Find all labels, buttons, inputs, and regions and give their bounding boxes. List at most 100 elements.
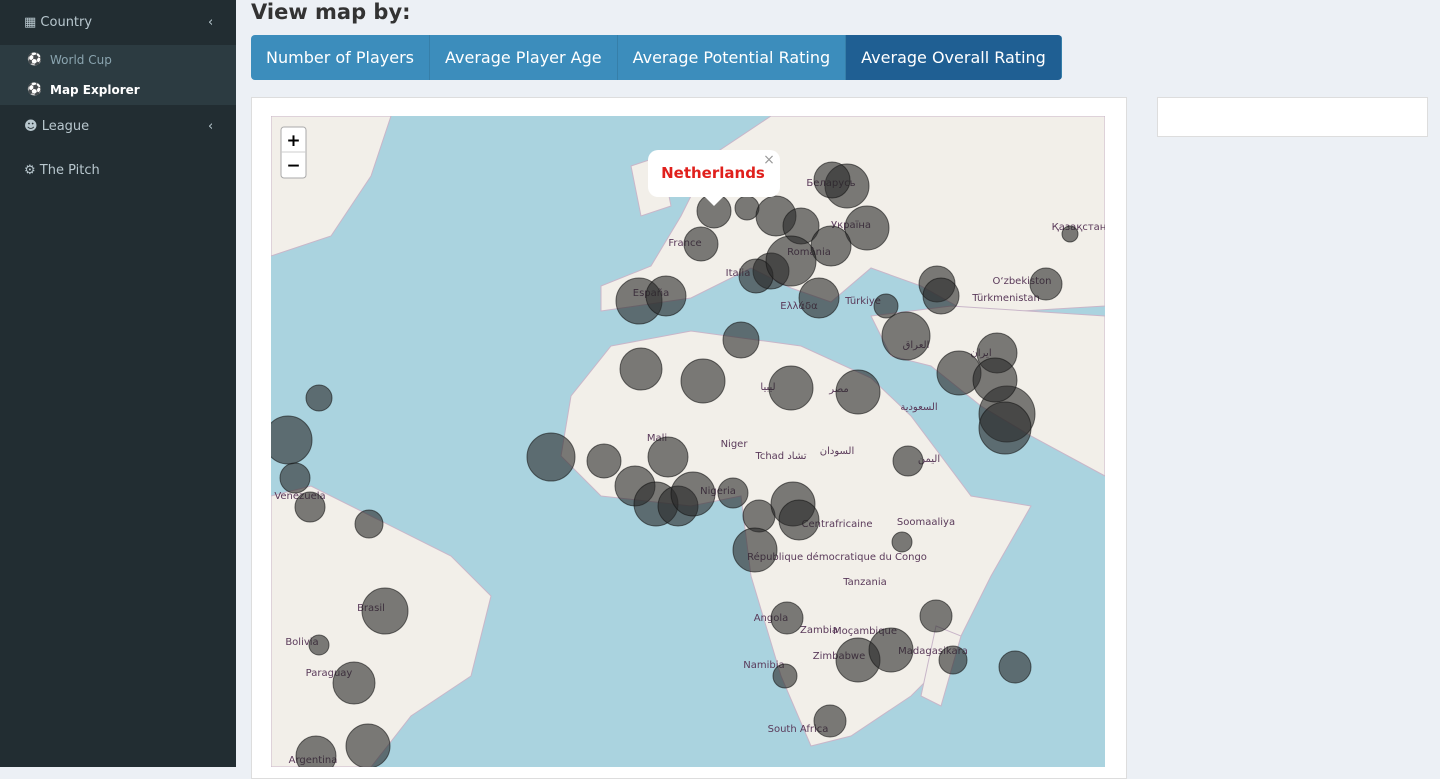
bubble: [722, 321, 760, 359]
zoom-control: + −: [280, 126, 307, 179]
bubble: [835, 369, 881, 415]
heading: View map by:: [251, 0, 411, 24]
bubble: [732, 527, 778, 573]
button-group: Number of Players Average Player Age Ave…: [251, 35, 1062, 80]
bubble: [345, 723, 391, 767]
bubble: [294, 491, 326, 523]
map-label: Madagasikara: [898, 646, 968, 657]
bubble: [354, 509, 384, 539]
bubble: [768, 365, 814, 411]
map-label: Tchad تشاد: [754, 451, 806, 462]
bubble: [670, 471, 716, 517]
map-label: Mali: [647, 433, 667, 444]
submenu: World Cup Map Explorer ⚽ ⚽: [0, 45, 236, 105]
bubble: [998, 650, 1032, 684]
icon: ⚽: [27, 82, 42, 96]
map-label: Tanzania: [842, 577, 887, 588]
sidebar: ▦ Country ‹ World Cup Map Explorer ⚽ ⚽ ☻…: [0, 0, 236, 767]
bubble: [271, 415, 313, 465]
zoom-out[interactable]: −: [286, 156, 300, 176]
bubble: [295, 735, 337, 767]
popup-box: [648, 150, 780, 197]
bubble: [798, 277, 840, 319]
popup-text: Netherlands: [661, 164, 765, 182]
bubble: [922, 277, 960, 315]
button[interactable]: Average Potential Rating: [617, 35, 847, 80]
bubble: [279, 462, 311, 494]
map-label: Moçambique: [833, 626, 897, 637]
bubble: [305, 384, 333, 412]
bubble: [778, 499, 820, 541]
bubble: [868, 627, 914, 673]
map-label: Soomaaliya: [897, 517, 955, 528]
bubble: [772, 663, 798, 689]
popup-close[interactable]: ×: [763, 152, 775, 168]
bubble: [810, 225, 852, 267]
icon: ⚽: [27, 52, 42, 66]
bubble: [734, 195, 760, 221]
map[interactable]: FranceEspañaItaliaRomâniaБеларусьУкраїна…: [271, 116, 1105, 767]
map-label: République démocratique du Congo: [747, 551, 927, 563]
bubble: [770, 601, 804, 635]
bubble: [308, 634, 330, 656]
map-label: Türkiye: [844, 296, 881, 307]
bubble: [647, 436, 689, 478]
map-label: Paraguay: [306, 668, 353, 679]
zoom-in[interactable]: +: [286, 131, 300, 151]
map-label: Bolivia: [285, 637, 318, 648]
bubble: [645, 275, 687, 317]
map-label: Namibia: [743, 660, 784, 671]
bubble: [586, 443, 622, 479]
bubble: [619, 347, 663, 391]
map-label: Niger: [721, 439, 749, 450]
map-label: Türkmenistan: [971, 293, 1040, 304]
popup: Netherlands ×: [648, 150, 780, 206]
bubble: [891, 531, 913, 553]
bubble: [873, 293, 899, 319]
map-label: O‘zbekiston: [993, 276, 1052, 287]
bubble: [813, 161, 851, 199]
bubble: [1029, 267, 1063, 301]
popup-tip: [704, 196, 724, 206]
map-label: Italia: [726, 268, 751, 279]
nav-world-cup[interactable]: World Cup: [50, 53, 112, 67]
bubble: [972, 357, 1018, 403]
bubble: [919, 599, 953, 633]
map-label: اليمن: [918, 454, 940, 465]
info-box: [1157, 97, 1428, 137]
map-label: Қазақстан: [1052, 222, 1105, 233]
map-label: Zambia: [800, 625, 838, 636]
map-label: السودان: [820, 446, 855, 457]
bubble: [881, 311, 931, 361]
bubble: [765, 235, 817, 287]
bubble: [938, 645, 968, 675]
bubble: [1061, 225, 1079, 243]
nav-label: The Pitch: [39, 163, 100, 178]
bubble: [742, 499, 776, 533]
bubble: [680, 358, 726, 404]
bubble: [526, 432, 576, 482]
bubble: [361, 587, 409, 635]
nav-label: Country: [40, 15, 93, 30]
button[interactable]: Number of Players: [251, 35, 430, 80]
bubble: [978, 401, 1032, 455]
nav-label: League: [41, 119, 90, 134]
map-label: السعودية: [900, 402, 937, 413]
bubble: [717, 477, 749, 509]
map-label: South Africa: [768, 724, 829, 735]
nav-country[interactable]: ▦ Country: [24, 15, 93, 30]
bubble: [332, 661, 376, 705]
nav-map-explorer[interactable]: Map Explorer: [50, 83, 140, 97]
bubbles: [271, 161, 1079, 767]
nav-pitch[interactable]: ⚙ The Pitch: [24, 163, 100, 178]
map-label: ليبيا: [760, 382, 775, 393]
nav-league[interactable]: ☻ League: [24, 119, 90, 134]
bubble: [813, 704, 847, 738]
button[interactable]: Average Player Age: [430, 35, 618, 80]
bubble: [844, 205, 890, 251]
button-active[interactable]: Average Overall Rating: [846, 35, 1062, 80]
map-label: Centrafricaine: [802, 519, 873, 530]
bubble: [892, 445, 924, 477]
bubble: [683, 226, 719, 262]
